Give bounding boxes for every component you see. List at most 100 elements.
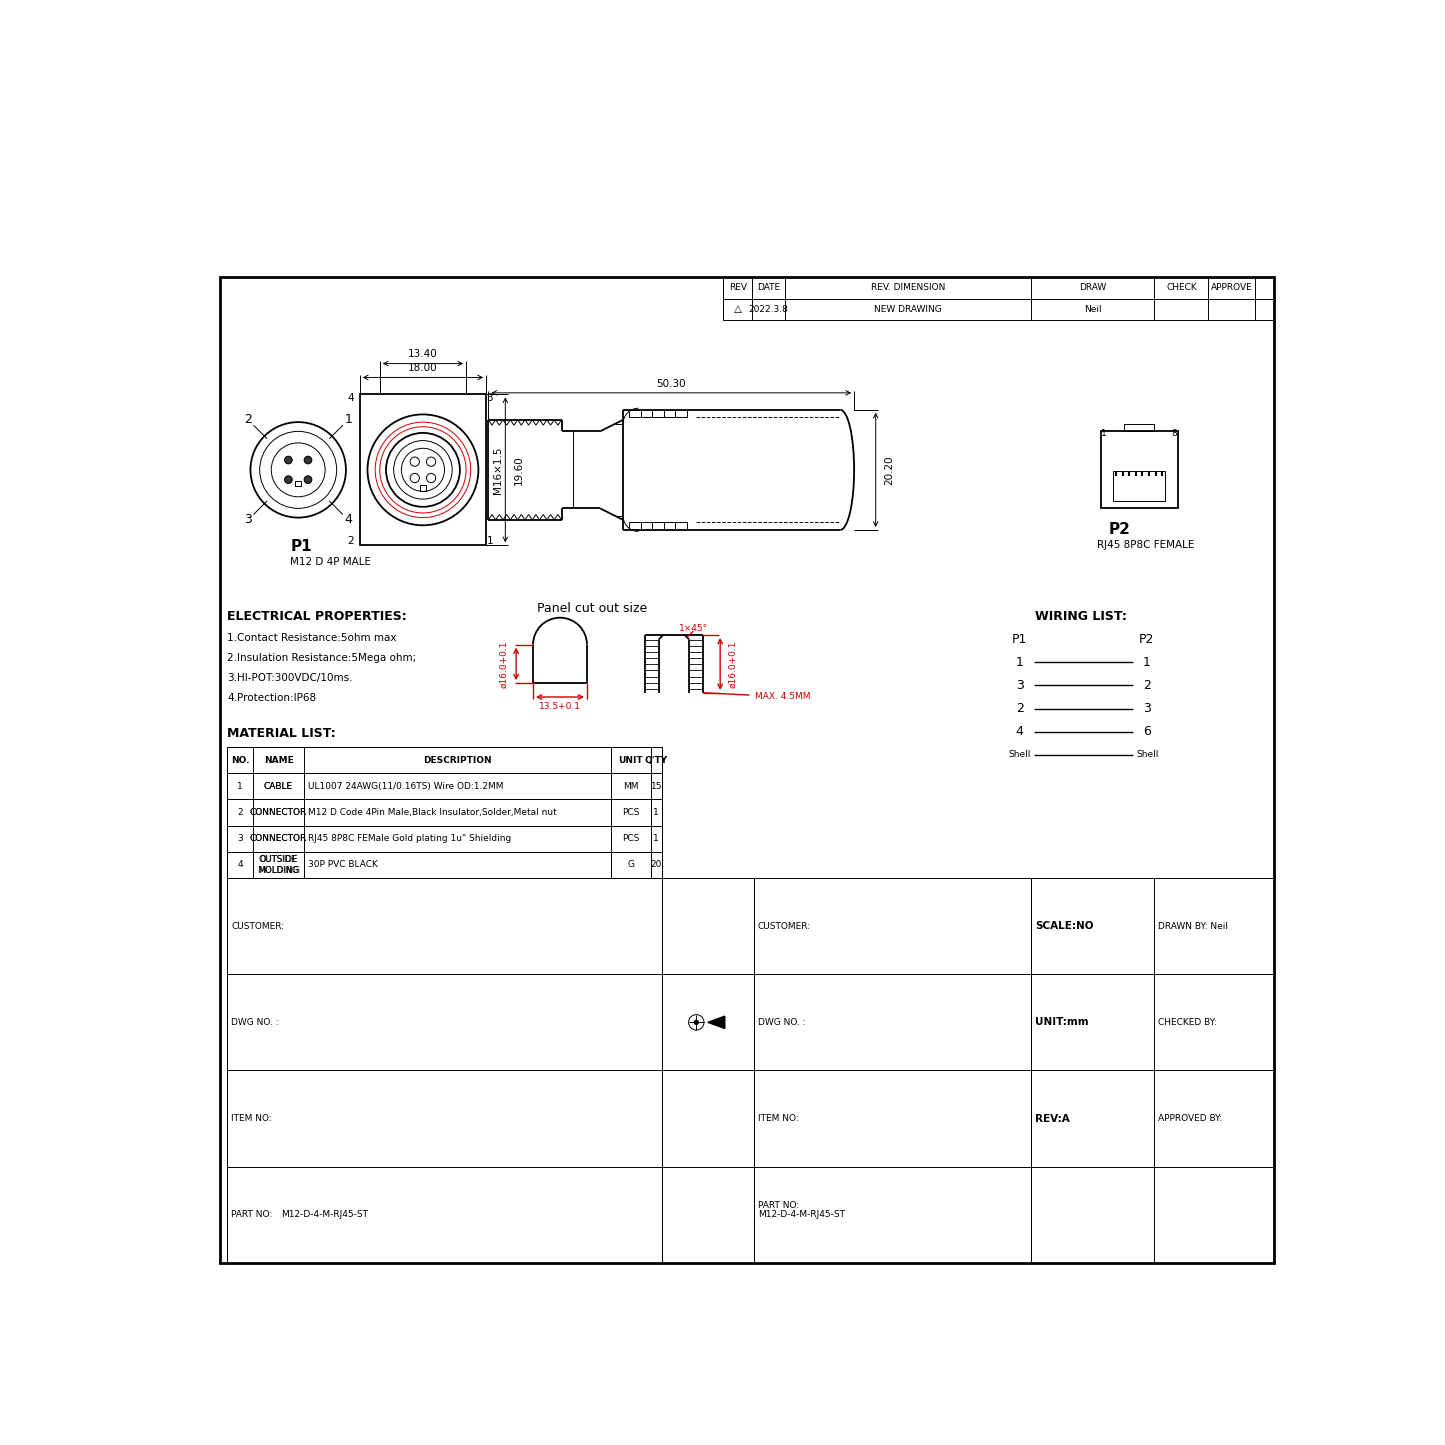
Text: 3: 3	[487, 393, 493, 403]
Bar	[360, 394, 486, 545]
Text: 3: 3	[1016, 679, 1023, 692]
Text: 13.5+0.1: 13.5+0.1	[539, 702, 581, 711]
Text: NAME: NAME	[263, 756, 293, 764]
Bar	[227, 747, 662, 773]
Bar	[754, 879, 1032, 1263]
Text: 1: 1	[237, 782, 243, 790]
Text: MOLDING: MOLDING	[259, 866, 299, 874]
Text: OUTSIDE: OUTSIDE	[260, 855, 298, 864]
Bar	[220, 277, 1274, 1263]
Text: 2022.3.8: 2022.3.8	[749, 305, 789, 314]
Text: 4: 4	[237, 860, 243, 870]
Text: 4: 4	[344, 513, 353, 526]
Circle shape	[303, 475, 312, 484]
Circle shape	[303, 457, 312, 464]
Bar	[1124, 423, 1155, 432]
Text: 20.20: 20.20	[884, 455, 894, 484]
Text: 30P PVC BLACK: 30P PVC BLACK	[308, 860, 379, 870]
Text: CABLE: CABLE	[264, 782, 293, 790]
Bar	[295, 481, 301, 486]
Bar	[1032, 879, 1274, 1263]
Text: CONNECTOR: CONNECTOR	[250, 808, 308, 816]
Text: ø16.0+0.1: ø16.0+0.1	[728, 640, 737, 688]
Bar	[420, 486, 426, 491]
Text: 1: 1	[653, 834, 659, 844]
Text: NO.: NO.	[231, 756, 250, 764]
Text: 3.HI-POT:300VDC/10ms.: 3.HI-POT:300VDC/10ms.	[227, 673, 353, 682]
Text: 1: 1	[344, 413, 353, 426]
Text: MATERIAL LIST:: MATERIAL LIST:	[227, 727, 337, 740]
Text: 18.00: 18.00	[407, 363, 438, 373]
Text: REV. DIMENSION: REV. DIMENSION	[871, 283, 945, 292]
Text: UNIT: UNIT	[618, 756, 643, 764]
Text: 2: 2	[1143, 679, 1150, 692]
Text: DESCRIPTION: DESCRIPTION	[423, 756, 491, 764]
Polygon shape	[708, 1016, 725, 1029]
Text: △: △	[734, 303, 741, 314]
Bar	[662, 879, 754, 1263]
Text: CUSTOMER:: CUSTOMER:	[757, 922, 811, 931]
Text: 19.60: 19.60	[514, 455, 525, 484]
Bar	[724, 277, 1274, 319]
Text: PCS: PCS	[623, 808, 640, 816]
Circle shape	[285, 475, 292, 484]
Text: 1: 1	[487, 536, 493, 546]
Text: APPROVE: APPROVE	[1211, 283, 1253, 292]
Text: 8: 8	[1172, 429, 1178, 438]
Text: M12 D 4P MALE: M12 D 4P MALE	[290, 558, 371, 568]
Text: P2: P2	[1139, 633, 1155, 646]
Text: Shell: Shell	[1009, 750, 1030, 759]
Text: 15: 15	[650, 782, 662, 790]
Text: CONNECTOR: CONNECTOR	[250, 808, 308, 816]
Text: 4: 4	[1016, 725, 1023, 738]
Text: 2: 2	[244, 413, 251, 426]
Text: Neil: Neil	[1084, 305, 1101, 314]
Text: P1: P1	[1011, 633, 1027, 646]
Text: 1.Contact Resistance:5ohm max: 1.Contact Resistance:5ohm max	[227, 633, 397, 643]
Text: 2.Insulation Resistance:5Mega ohm;: 2.Insulation Resistance:5Mega ohm;	[227, 653, 416, 663]
Text: 3: 3	[237, 834, 243, 844]
Text: RJ45 8P8C FEMALE: RJ45 8P8C FEMALE	[1097, 540, 1194, 551]
Text: REV: REV	[728, 283, 747, 292]
Text: RJ45 8P8C FEMale Gold plating 1u" Shielding: RJ45 8P8C FEMale Gold plating 1u" Shield…	[308, 834, 512, 844]
Text: DATE: DATE	[757, 283, 780, 292]
Text: 2: 2	[237, 808, 243, 816]
Text: DWG NO. :: DWG NO. :	[757, 1017, 805, 1027]
Text: ITEM NO:: ITEM NO:	[231, 1114, 272, 1123]
Bar	[227, 773, 662, 799]
Text: M16×1.5: M16×1.5	[493, 447, 503, 494]
Text: 2: 2	[347, 536, 354, 546]
Text: Shell: Shell	[1136, 750, 1159, 759]
Text: WIRING LIST:: WIRING LIST:	[1036, 610, 1127, 623]
Text: PCS: PCS	[623, 834, 640, 844]
Text: CONNECTOR: CONNECTOR	[250, 834, 308, 844]
Text: OUTSIDE
MOLDING: OUTSIDE MOLDING	[257, 855, 301, 874]
Text: Panel cut out size: Panel cut out size	[538, 603, 647, 616]
Bar	[227, 799, 662, 825]
Text: ITEM NO:: ITEM NO:	[757, 1114, 799, 1123]
Text: UL1007 24AWG(11/0.16TS) Wire OD:1.2MM: UL1007 24AWG(11/0.16TS) Wire OD:1.2MM	[308, 782, 504, 790]
Text: PART NO:: PART NO:	[231, 1211, 273, 1220]
Text: M12 D Code 4Pin Male,Black Insulator,Solder,Metal nut: M12 D Code 4Pin Male,Black Insulator,Sol…	[308, 808, 556, 816]
Text: M12-D-4-M-RJ45-ST: M12-D-4-M-RJ45-ST	[282, 1211, 368, 1220]
Circle shape	[694, 1020, 698, 1025]
Text: G: G	[627, 860, 634, 870]
Text: 1: 1	[653, 808, 659, 816]
Text: DRAWN BY: Neil: DRAWN BY: Neil	[1159, 922, 1228, 931]
Text: 20: 20	[650, 860, 662, 870]
Text: M12-D-4-M-RJ45-ST: M12-D-4-M-RJ45-ST	[757, 1211, 845, 1220]
Text: 1: 1	[1143, 656, 1150, 669]
Text: DRAW: DRAW	[1079, 283, 1107, 292]
Text: DWG NO. :: DWG NO. :	[231, 1017, 279, 1027]
Text: CHECKED BY:: CHECKED BY:	[1159, 1017, 1217, 1027]
Text: CHECK: CHECK	[1166, 283, 1196, 292]
Text: Q'TY: Q'TY	[644, 756, 668, 764]
Text: NEW DRAWING: NEW DRAWING	[874, 305, 942, 314]
Text: PART NO:: PART NO:	[757, 1201, 799, 1209]
Circle shape	[285, 457, 292, 464]
Text: 3: 3	[244, 513, 251, 526]
Text: ELECTRICAL PROPERTIES:: ELECTRICAL PROPERTIES:	[227, 610, 407, 623]
Bar	[1101, 432, 1178, 509]
Text: REV:A: REV:A	[1035, 1114, 1069, 1124]
Text: 3: 3	[1143, 702, 1150, 715]
